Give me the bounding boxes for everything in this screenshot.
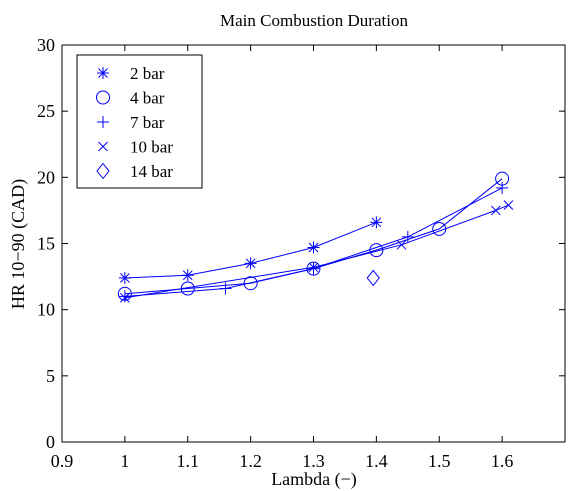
legend-label: 2 bar — [130, 64, 165, 83]
x-axis-label: Lambda (−) — [271, 469, 357, 490]
legend-marker-plus — [97, 116, 109, 128]
data-point-cross — [120, 292, 130, 303]
data-point-cross — [503, 200, 514, 210]
series-14-bar — [366, 269, 380, 287]
legend-marker-circle — [96, 90, 110, 105]
legend-marker-asterisk — [97, 67, 109, 79]
legend-label: 10 bar — [130, 138, 173, 157]
x-tick-label: 1.3 — [302, 451, 325, 471]
legend: 2 bar 4 bar 7 bar 10 bar 14 bar — [76, 54, 203, 189]
x-tick-label: 1 — [120, 451, 129, 471]
y-tick-label: 15 — [37, 234, 55, 254]
legend-item: 14 bar — [96, 162, 173, 181]
data-point-plus — [118, 290, 131, 303]
data-point-asterisk — [370, 216, 383, 229]
legend-item: 4 bar — [96, 89, 165, 108]
y-tick-label: 30 — [37, 35, 55, 55]
y-tick-label: 0 — [46, 432, 55, 452]
data-point-cross — [490, 205, 501, 216]
data-point-circle — [243, 276, 258, 291]
x-tick-label: 0.9 — [51, 451, 74, 471]
legend-marker-diamond — [96, 162, 110, 180]
legend-item: 2 bar — [97, 64, 165, 83]
data-point-plus — [219, 282, 232, 295]
series-7-bar — [118, 181, 509, 303]
legend-item: 7 bar — [97, 113, 165, 132]
x-tick-label: 1.6 — [491, 451, 514, 471]
data-point-asterisk — [118, 271, 131, 284]
x-tick-label: 1.4 — [365, 451, 388, 471]
legend-label: 4 bar — [130, 89, 165, 108]
data-point-plus — [401, 230, 414, 243]
y-axis-label: HR 10−90 (CAD) — [8, 179, 29, 309]
data-point-diamond — [366, 269, 380, 287]
data-point-cross — [396, 239, 407, 250]
data-point-cross — [308, 262, 319, 273]
legend-label: 7 bar — [130, 113, 165, 132]
y-tick-label: 20 — [37, 167, 55, 187]
x-tick-label: 1.2 — [239, 451, 262, 471]
series-10-bar — [120, 200, 514, 303]
x-axis-ticks: 0.9 1 1.1 1.2 1.3 1.4 1.5 1.6 — [51, 45, 514, 471]
legend-item: 10 bar — [98, 138, 173, 157]
data-point-asterisk — [244, 257, 257, 270]
data-point-asterisk — [307, 241, 320, 254]
series-2-bar — [118, 216, 383, 284]
x-tick-label: 1.1 — [177, 451, 200, 471]
y-tick-label: 5 — [46, 366, 55, 386]
chart-title: Main Combustion Duration — [220, 11, 408, 30]
x-tick-label: 1.5 — [428, 451, 451, 471]
y-tick-label: 10 — [37, 300, 55, 320]
data-point-asterisk — [181, 269, 194, 282]
series-layer — [117, 171, 514, 303]
legend-label: 14 bar — [130, 162, 173, 181]
y-tick-label: 25 — [37, 101, 55, 121]
y-axis-ticks: 0 5 10 15 20 25 30 — [37, 35, 565, 452]
legend-marker-cross — [98, 141, 108, 152]
data-point-plus — [496, 181, 509, 194]
data-point-plus — [307, 262, 320, 275]
